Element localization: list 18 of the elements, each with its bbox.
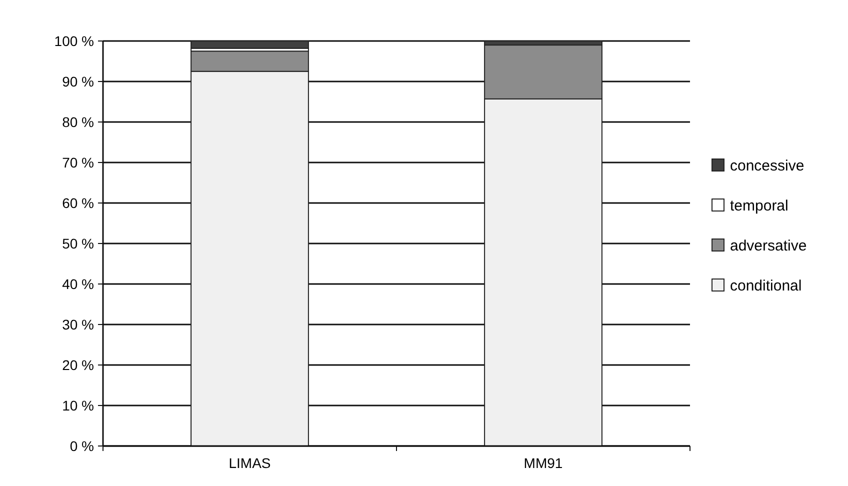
x-tick-label: MM91 (524, 455, 563, 471)
y-tick-label: 30 % (62, 316, 94, 332)
y-tick-label: 90 % (62, 73, 94, 90)
y-tick-label: 60 % (62, 194, 94, 211)
legend-label: temporal (730, 197, 788, 214)
y-tick-label: 80 % (62, 114, 94, 130)
legend-label: adversative (730, 237, 807, 254)
y-tick-label: 0 % (70, 438, 94, 454)
x-tick-label: LIMAS (228, 455, 271, 471)
y-tick-label: 100 % (54, 32, 94, 49)
bar (190, 40, 309, 49)
y-tick-label: 10 % (62, 397, 94, 414)
y-tick-label: 70 % (62, 154, 94, 170)
y-tick-label: 40 % (62, 276, 94, 292)
y-tick-label: 50 % (62, 235, 94, 252)
y-tick-label: 20 % (62, 356, 94, 373)
legend-label: conditional (730, 277, 802, 294)
legend-label: concessive (730, 157, 804, 174)
